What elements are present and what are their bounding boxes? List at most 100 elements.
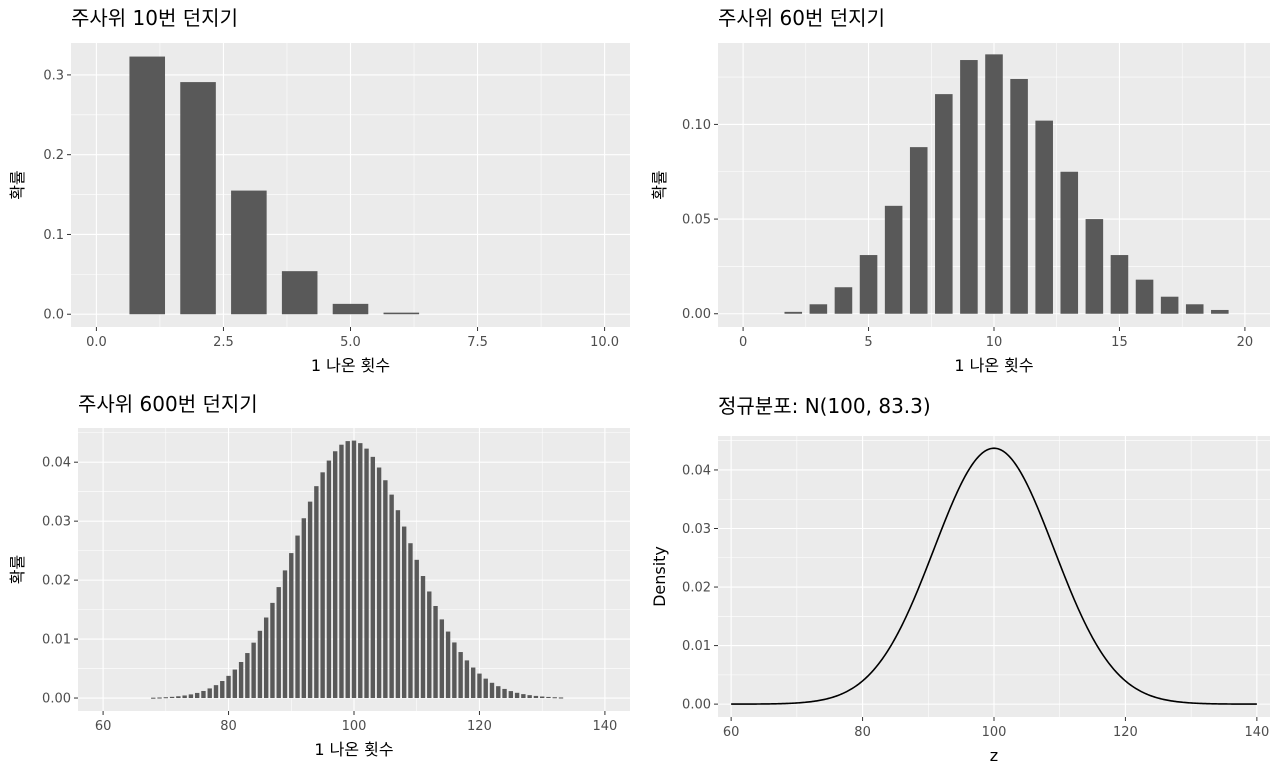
bar (452, 642, 457, 699)
bar (408, 543, 413, 699)
bar (533, 695, 539, 699)
bar (1160, 296, 1179, 314)
y-tick-label: 0.02 (42, 574, 71, 589)
x-tick-label: 5 (864, 335, 872, 350)
bar (383, 480, 388, 699)
x-tick-label: 7.5 (467, 335, 488, 350)
plot-title: 주사위 600번 던지기 (78, 392, 258, 416)
y-axis-title: Density (650, 546, 669, 607)
bar (180, 82, 216, 315)
bar (464, 660, 470, 699)
bar (129, 56, 166, 315)
x-tick-label: 140 (1244, 725, 1269, 740)
x-axis-title: 1 나온 횟수 (314, 740, 393, 759)
panel-1: 0.0 2.5 5.0 7.5 10.0 0.0 0.1 0.2 0.3 1 나온 횟수 확률 주사위… (8, 6, 630, 375)
bar (289, 553, 294, 699)
plot-title: 주사위 10번 던지기 (71, 6, 238, 30)
y-tick-label: 0.00 (682, 698, 711, 713)
y-axis-title: 확률 (8, 555, 27, 584)
y-tick-label: 0.00 (682, 307, 711, 322)
bar (276, 587, 281, 699)
bar (232, 669, 238, 699)
bar (370, 456, 376, 699)
bar (163, 697, 169, 699)
bar (251, 642, 256, 699)
bar (960, 60, 978, 314)
x-tick-label: 80 (854, 725, 871, 740)
bar (282, 570, 288, 699)
bar (859, 255, 878, 314)
y-axis-title: 확률 (650, 170, 669, 199)
bar (834, 287, 853, 314)
bar (182, 695, 187, 699)
x-tick-label: 120 (1113, 725, 1138, 740)
bar (151, 697, 156, 699)
y-tick-label: 0.2 (43, 148, 64, 163)
x-axis-title: z (990, 746, 998, 765)
bar (157, 697, 162, 699)
bar (1211, 309, 1229, 314)
bar (307, 501, 313, 699)
y-tick-label: 0.10 (682, 118, 711, 133)
x-tick-label: 120 (467, 719, 492, 734)
bar (420, 576, 426, 699)
bar (439, 619, 445, 699)
bar (257, 630, 263, 699)
bar (213, 685, 219, 699)
bar (1035, 120, 1053, 314)
x-tick-label: 100 (982, 725, 1007, 740)
x-tick-label: 60 (723, 725, 740, 740)
bar (809, 304, 828, 314)
bar (1010, 78, 1028, 314)
y-tick-label: 0.0 (43, 308, 64, 323)
bar (295, 535, 300, 699)
bar (508, 691, 514, 699)
bar (301, 518, 307, 699)
y-tick-label: 0.01 (682, 639, 711, 654)
panel-4: 60 80 100 120 140 0.00 0.01 0.02 0.03 0.04 z Densit… (650, 394, 1270, 765)
bar (1060, 171, 1079, 314)
bar (376, 467, 382, 699)
x-tick-label: 60 (95, 719, 112, 734)
bar (320, 472, 325, 699)
y-tick-label: 0.05 (682, 213, 711, 228)
plot-title: 정규분포: N(100, 83.3) (718, 394, 931, 418)
bar (176, 696, 181, 699)
bar (226, 675, 231, 699)
y-tick-label: 0.00 (42, 692, 71, 707)
bar (314, 486, 319, 699)
bar (332, 303, 369, 315)
bar (351, 440, 357, 699)
bar (552, 697, 557, 699)
bar (489, 682, 495, 699)
bar (470, 667, 476, 699)
bar (220, 681, 225, 699)
plot-title: 주사위 60번 던지기 (718, 6, 885, 30)
x-tick-label: 0.0 (86, 335, 107, 350)
bar (909, 147, 928, 314)
y-tick-label: 0.1 (43, 228, 64, 243)
bar (231, 190, 267, 315)
bar (414, 559, 419, 699)
y-tick-label: 0.3 (43, 68, 64, 83)
x-tick-label: 2.5 (213, 335, 234, 350)
bar (433, 605, 438, 699)
panel-2: 0 5 10 15 20 0.00 0.05 0.10 1 나온 횟수 확률 주사위 60번 던지기 (650, 6, 1270, 375)
x-tick-label: 10 (986, 335, 1003, 350)
x-tick-label: 10.0 (590, 335, 619, 350)
bar (1185, 304, 1204, 314)
x-tick-label: 100 (342, 719, 367, 734)
bar (527, 695, 532, 699)
bar (207, 688, 212, 699)
x-axis-title: 1 나온 횟수 (954, 356, 1033, 375)
bar (483, 678, 488, 699)
panel-3: 60 80 100 120 140 0.00 0.01 0.02 0.03 0.04 1 나온 횟수… (8, 392, 630, 759)
bar (263, 617, 269, 699)
y-axis-title: 확률 (8, 170, 27, 199)
bar (326, 460, 332, 699)
bar (339, 444, 344, 699)
bar (281, 271, 318, 315)
bar (270, 602, 275, 699)
y-tick-label: 0.02 (682, 581, 711, 596)
